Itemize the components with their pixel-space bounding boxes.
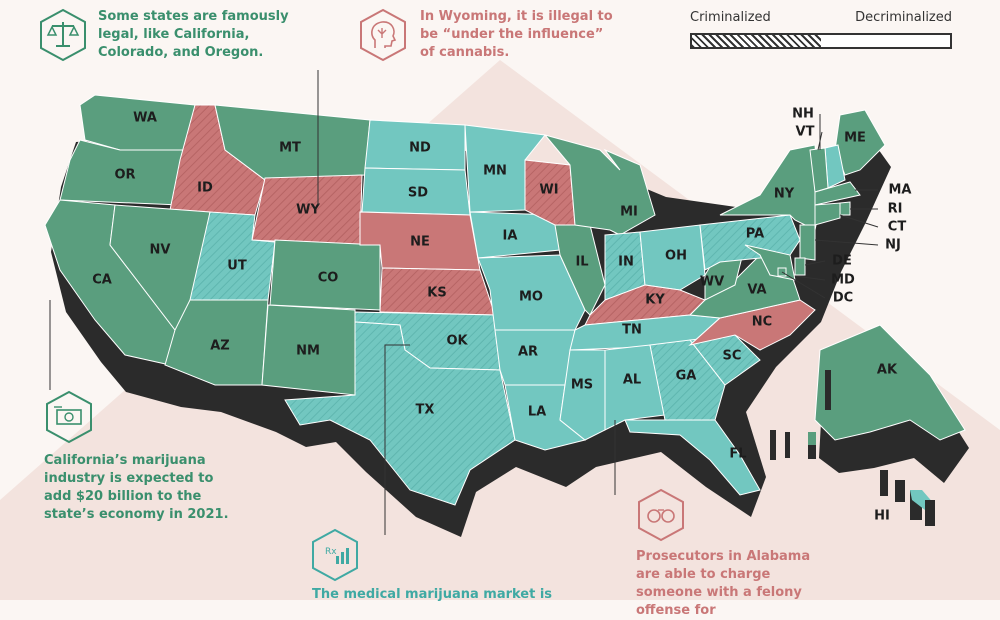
head-with-cannabis-leaf-icon [360, 8, 406, 62]
label-mt: MT [279, 141, 301, 156]
label-ar: AR [518, 345, 538, 360]
label-sd: SD [408, 186, 428, 201]
label-de: DE [832, 254, 852, 269]
money-bill-icon [46, 390, 92, 444]
label-sc: SC [723, 349, 742, 364]
ak-island [808, 445, 816, 459]
svg-text:Rx: Rx [325, 547, 337, 557]
label-nh: NH [792, 107, 814, 122]
legend-plain-swatch [821, 35, 950, 47]
state-nj[interactable] [799, 224, 816, 261]
label-nc: NC [752, 315, 772, 330]
label-md: MD [831, 273, 855, 288]
label-ky: KY [645, 293, 665, 308]
label-nv: NV [150, 243, 171, 258]
label-ia: IA [503, 229, 518, 244]
label-fl: FL [729, 447, 746, 462]
state-ga[interactable] [649, 339, 726, 421]
state-ma[interactable] [814, 181, 861, 206]
ak-island [770, 430, 776, 460]
state-de[interactable] [794, 257, 806, 276]
label-la: LA [528, 405, 546, 420]
state-labels: WA OR CA ID NV MT WY UT AZ CO NM ND SD N… [92, 107, 911, 524]
label-wy: WY [296, 203, 320, 218]
label-ms: MS [571, 378, 593, 393]
callout-wyoming: In Wyoming, it is illegal to be “under t… [420, 9, 613, 60]
label-nm: NM [296, 344, 320, 359]
state-ri[interactable] [839, 201, 851, 216]
label-ma: MA [889, 183, 912, 198]
label-wa: WA [133, 111, 157, 126]
ak-island [785, 432, 790, 458]
callout-medical-market: The medical marijuana market is [312, 587, 553, 602]
state-ak[interactable] [814, 324, 966, 441]
label-wi: WI [539, 183, 558, 198]
label-va: VA [747, 283, 766, 298]
label-hi: HI [874, 509, 890, 524]
label-ut: UT [227, 259, 247, 274]
state-hi[interactable] [880, 470, 935, 526]
label-ne: NE [410, 235, 430, 250]
label-id: ID [197, 181, 213, 196]
label-ak: AK [877, 363, 898, 378]
callout-california: California’s marijuana industry is expec… [44, 453, 229, 522]
legend-decriminalized-label: Decriminalized [855, 10, 952, 25]
state-tx[interactable] [284, 321, 516, 506]
label-mi: MI [620, 205, 638, 220]
label-tx: TX [416, 403, 435, 418]
label-al: AL [623, 373, 641, 388]
label-or: OR [114, 168, 135, 183]
ak-island [808, 432, 816, 456]
label-ri: RI [888, 202, 903, 217]
label-oh: OH [665, 249, 687, 264]
legend-hatch-swatch [692, 35, 821, 47]
us-map: WA OR CA ID NV MT WY UT AZ CO NM ND SD N… [44, 70, 969, 537]
state-oh[interactable] [639, 224, 706, 291]
prescription-chart-icon: Rx [312, 528, 358, 582]
label-ok: OK [446, 334, 468, 349]
label-ca: CA [92, 273, 112, 288]
label-mn: MN [483, 164, 507, 179]
scales-of-justice-icon [40, 8, 86, 62]
label-nj: NJ [885, 238, 901, 253]
label-il: IL [575, 255, 588, 270]
label-ga: GA [676, 369, 697, 384]
label-ct: CT [888, 220, 907, 235]
label-pa: PA [746, 227, 764, 242]
state-mi[interactable] [543, 134, 656, 236]
label-ny: NY [774, 187, 795, 202]
label-nd: ND [409, 141, 431, 156]
label-tn: TN [622, 323, 642, 338]
state-az[interactable] [164, 299, 269, 386]
ak-island [825, 370, 831, 410]
callout-legal-states: Some states are famously legal, like Cal… [98, 9, 289, 60]
label-wv: WV [700, 275, 724, 290]
label-co: CO [318, 271, 339, 286]
label-ks: KS [427, 286, 446, 301]
handcuffs-icon [638, 488, 684, 542]
state-fl[interactable] [624, 419, 761, 496]
label-in: IN [618, 255, 634, 270]
callout-alabama: Prosecutors in Alabama are able to charg… [636, 549, 811, 618]
leader-lines [49, 70, 879, 535]
legend-criminalized-label: Criminalized [690, 10, 771, 25]
state-ct[interactable] [814, 202, 841, 226]
label-az: AZ [210, 339, 230, 354]
label-dc: DC [833, 291, 853, 306]
label-mo: MO [519, 290, 543, 305]
state-al[interactable] [604, 344, 666, 431]
label-vt: VT [796, 125, 815, 140]
legend-bar [690, 33, 952, 49]
legend: Criminalized Decriminalized [690, 10, 952, 49]
label-me: ME [844, 131, 866, 146]
